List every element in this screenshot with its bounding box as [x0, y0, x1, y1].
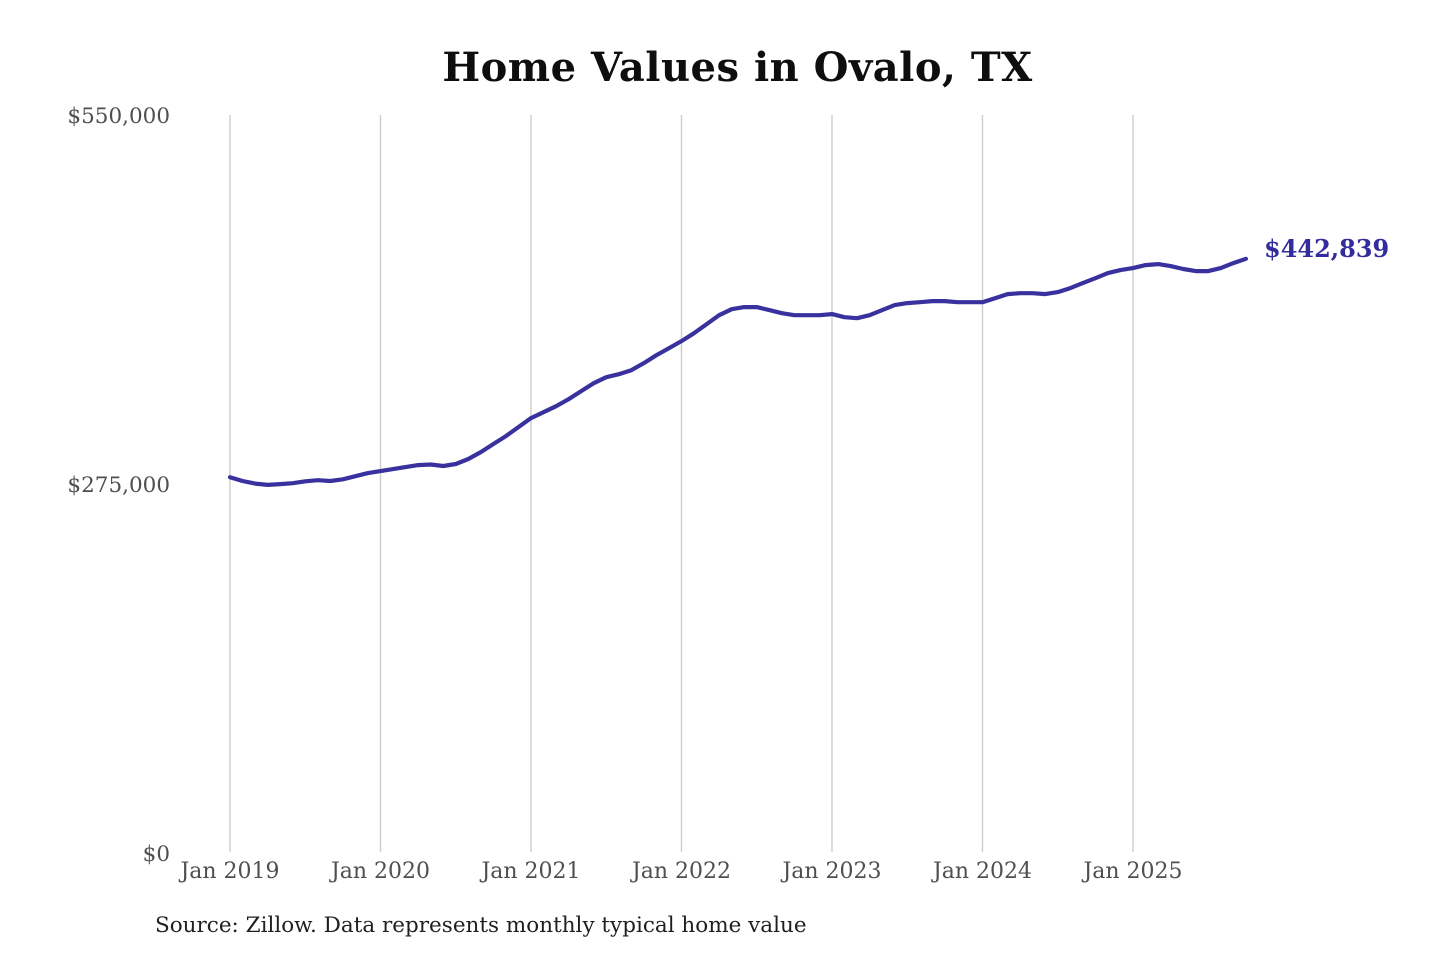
x-tick-label: Jan 2021	[479, 859, 580, 884]
y-tick-label: $275,000	[67, 473, 170, 498]
home-value-line	[227, 256, 1248, 487]
x-tick-label: Jan 2025	[1081, 859, 1182, 884]
x-tick-label: Jan 2019	[178, 859, 279, 884]
x-tick-label: Jan 2024	[931, 859, 1032, 884]
x-tick-label: Jan 2023	[780, 859, 881, 884]
x-tick-label: Jan 2020	[329, 859, 430, 884]
x-tick-label: Jan 2022	[630, 859, 731, 884]
y-tick-label: $0	[143, 842, 170, 867]
y-tick-label: $550,000	[67, 104, 170, 129]
source-note: Source: Zillow. Data represents monthly …	[155, 913, 807, 938]
chart-title: Home Values in Ovalo, TX	[442, 44, 1033, 91]
latest-value-label: $442,839	[1264, 234, 1390, 263]
